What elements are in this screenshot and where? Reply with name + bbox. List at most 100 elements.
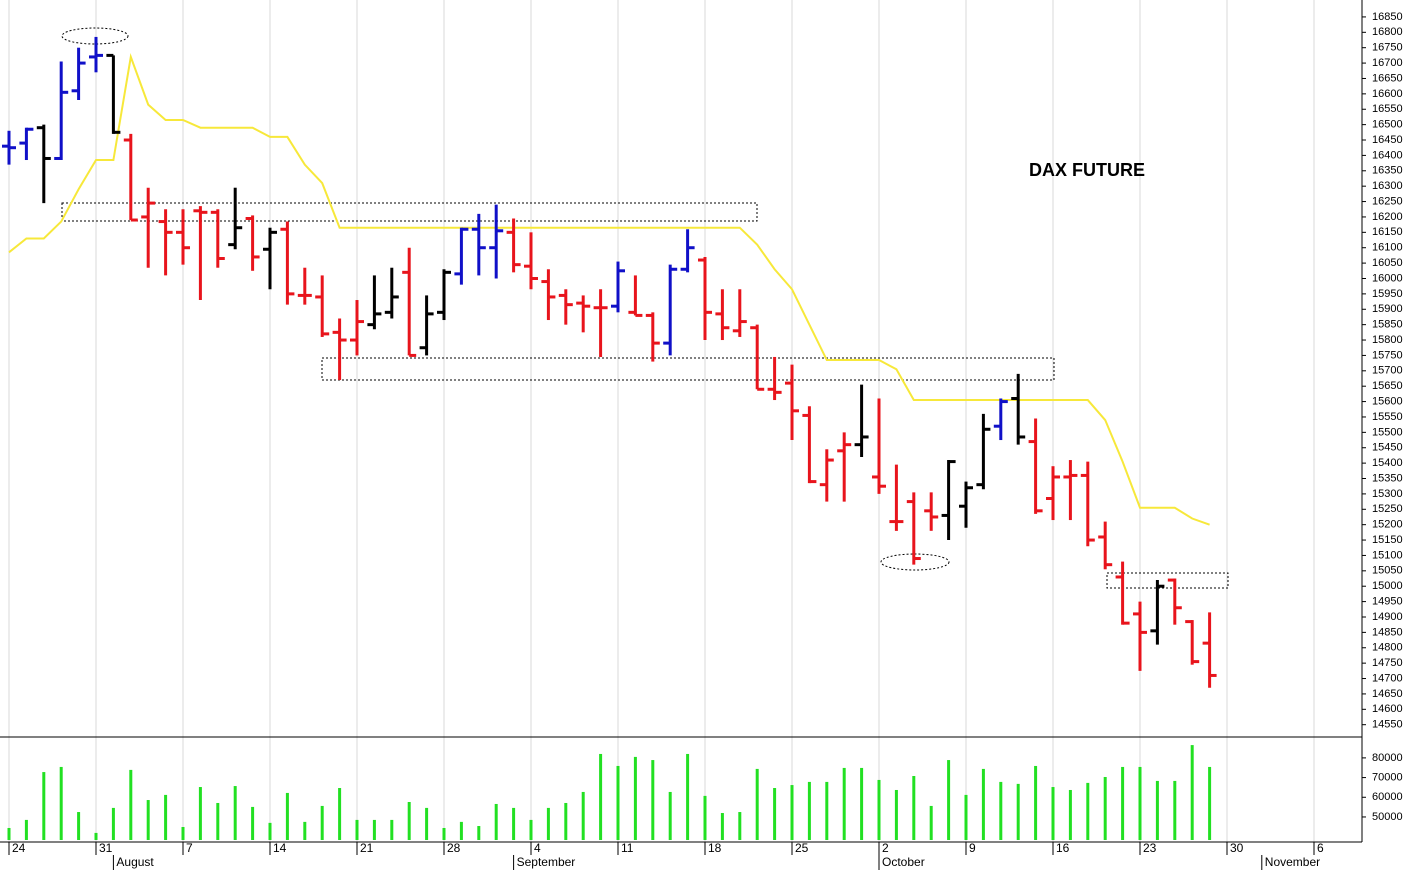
y-tick-label: 16050 xyxy=(1372,257,1403,269)
volume-bar xyxy=(929,805,933,840)
y-tick-label: 15450 xyxy=(1372,442,1403,454)
y-tick-label: 15500 xyxy=(1372,426,1403,438)
volume-bar xyxy=(790,785,794,840)
volume-bar xyxy=(807,781,811,840)
y-tick-label: 15150 xyxy=(1372,534,1403,546)
volume-bar xyxy=(390,819,394,840)
y-tick-label: 15850 xyxy=(1372,319,1403,331)
volume-bar xyxy=(198,787,202,840)
month-label: November xyxy=(1265,855,1320,869)
volume-bar xyxy=(686,753,690,840)
volume-tick-label: 70000 xyxy=(1372,771,1403,783)
volume-bar xyxy=(268,822,272,840)
y-tick-label: 15100 xyxy=(1372,549,1403,561)
y-tick-label: 15300 xyxy=(1372,488,1403,500)
x-tick-label: 30 xyxy=(1230,841,1244,855)
y-tick-label: 16400 xyxy=(1372,149,1403,161)
volume-bar xyxy=(720,813,724,840)
volume-bar xyxy=(529,819,533,840)
volume-bar xyxy=(633,756,637,840)
y-tick-label: 16250 xyxy=(1372,195,1403,207)
volume-bar xyxy=(442,827,446,840)
volume-bar xyxy=(964,794,968,840)
y-tick-label: 15200 xyxy=(1372,519,1403,531)
y-tick-label: 16500 xyxy=(1372,119,1403,131)
y-tick-label: 16800 xyxy=(1372,26,1403,38)
y-tick-label: 14800 xyxy=(1372,642,1403,654)
volume-bar xyxy=(616,765,620,840)
y-tick-label: 16550 xyxy=(1372,103,1403,115)
y-tick-label: 16650 xyxy=(1372,72,1403,84)
volume-bar xyxy=(981,768,985,840)
volume-bar xyxy=(233,786,237,840)
y-tick-label: 14700 xyxy=(1372,672,1403,684)
volume-bar xyxy=(425,807,429,840)
resistance-box xyxy=(61,202,758,222)
volume-bar xyxy=(129,769,133,840)
y-tick-label: 15750 xyxy=(1372,349,1403,361)
volume-bar xyxy=(181,827,185,840)
volume-bar xyxy=(842,767,846,840)
month-label: October xyxy=(882,855,925,869)
volume-bar xyxy=(1173,780,1177,840)
volume-bar xyxy=(459,821,463,840)
volume-tick-label: 60000 xyxy=(1372,791,1403,803)
volume-bar xyxy=(1034,765,1038,840)
volume-bar xyxy=(947,760,951,840)
x-tick-label: 16 xyxy=(1056,841,1070,855)
volume-bar xyxy=(651,760,655,840)
volume-bar xyxy=(1086,782,1090,840)
volume-bar xyxy=(1068,789,1072,840)
y-tick-label: 16850 xyxy=(1372,11,1403,23)
volume-bar xyxy=(738,812,742,840)
chart-title: DAX FUTURE xyxy=(1029,160,1145,180)
volume-bar xyxy=(285,792,289,840)
volume-bar xyxy=(494,803,498,840)
y-tick-label: 14950 xyxy=(1372,596,1403,608)
y-tick-label: 15400 xyxy=(1372,457,1403,469)
y-tick-label: 16100 xyxy=(1372,242,1403,254)
volume-bar xyxy=(42,772,46,840)
y-tick-label: 16600 xyxy=(1372,88,1403,100)
volume-bar xyxy=(1138,766,1142,840)
x-tick-label: 2 xyxy=(882,841,889,855)
volume-bar xyxy=(77,812,81,840)
volume-bar xyxy=(94,832,98,840)
volume-bar xyxy=(668,791,672,840)
volume-bar xyxy=(303,821,307,840)
y-tick-label: 15800 xyxy=(1372,334,1403,346)
volume-bar xyxy=(1051,787,1055,840)
volume-bar xyxy=(372,819,376,840)
y-tick-label: 16000 xyxy=(1372,272,1403,284)
y-tick-label: 15700 xyxy=(1372,365,1403,377)
volume-bar xyxy=(407,801,411,840)
volume-bar xyxy=(7,827,11,840)
volume-bar xyxy=(825,781,829,840)
volume-bar xyxy=(1121,766,1125,840)
month-label: August xyxy=(116,855,154,869)
volume-tick-label: 80000 xyxy=(1372,752,1403,764)
support-box xyxy=(1106,572,1229,589)
volume-bar xyxy=(216,802,220,840)
volume-bar xyxy=(251,806,255,840)
x-tick-label: 31 xyxy=(99,841,113,855)
y-tick-label: 16450 xyxy=(1372,134,1403,146)
y-tick-label: 14600 xyxy=(1372,703,1403,715)
volume-bar xyxy=(24,819,28,840)
volume-bar xyxy=(146,800,150,840)
y-tick-label: 15250 xyxy=(1372,503,1403,515)
y-tick-label: 16350 xyxy=(1372,165,1403,177)
volume-bar xyxy=(338,788,342,840)
y-tick-label: 15050 xyxy=(1372,565,1403,577)
volume-bar xyxy=(355,819,359,840)
volume-bar xyxy=(599,753,603,840)
volume-bar xyxy=(755,768,759,840)
volume-bar xyxy=(59,766,63,840)
volume-bar xyxy=(1155,780,1159,840)
x-tick-label: 6 xyxy=(1317,841,1324,855)
volume-bar xyxy=(773,788,777,840)
volume-bar xyxy=(581,791,585,840)
